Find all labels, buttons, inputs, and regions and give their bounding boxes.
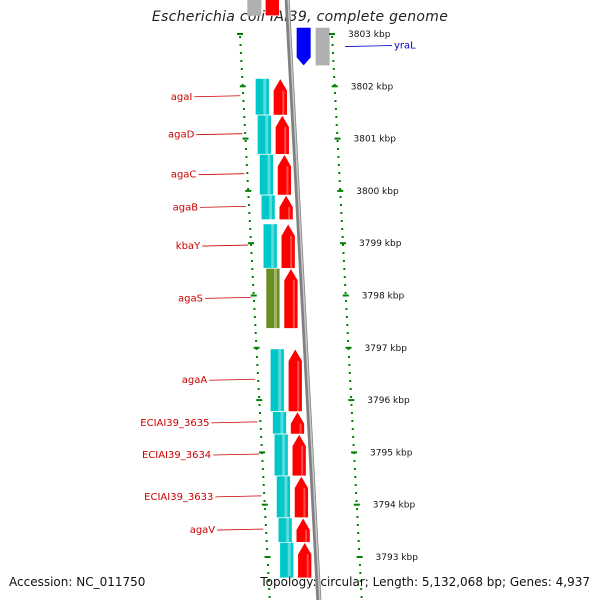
feature-box bbox=[276, 475, 291, 519]
gene-shine bbox=[292, 280, 295, 329]
gene-shine bbox=[297, 360, 300, 412]
scale-label: 3795 kbp bbox=[370, 448, 413, 458]
gene-label: agaD bbox=[168, 130, 195, 141]
scale-label: 3800 kbp bbox=[356, 187, 399, 197]
feature-shine bbox=[269, 195, 273, 220]
backbone-layer bbox=[284, 0, 322, 600]
scale-label: 3796 kbp bbox=[367, 396, 410, 406]
gene-arrow bbox=[277, 153, 292, 196]
feature-box bbox=[279, 542, 295, 579]
gene-arrow bbox=[247, 0, 262, 16]
feature-box bbox=[265, 267, 281, 329]
scale-label: 3799 kbp bbox=[359, 239, 402, 249]
gene-arrow bbox=[283, 267, 299, 329]
gene-arrow bbox=[264, 0, 280, 16]
scale-label: 3801 kbp bbox=[354, 135, 397, 145]
feature-shine bbox=[273, 268, 277, 329]
gene-arrow bbox=[297, 541, 313, 579]
label-leader bbox=[209, 378, 256, 381]
gene-label: kbaY bbox=[176, 241, 201, 252]
label-leader bbox=[217, 528, 264, 531]
feature-layer bbox=[254, 78, 295, 579]
gene-label: agaB bbox=[173, 202, 199, 213]
label-leader bbox=[194, 95, 241, 98]
scale-label: 3793 kbp bbox=[376, 553, 419, 563]
gene-label: ECIAI39_3634 bbox=[142, 450, 211, 461]
feature-box bbox=[273, 433, 289, 477]
label-leader bbox=[198, 173, 245, 176]
gene-arrow bbox=[278, 194, 294, 221]
backbone-highlight bbox=[287, 0, 321, 600]
gene-layer bbox=[247, 0, 330, 579]
gene-shine bbox=[284, 127, 287, 155]
feature-shine bbox=[278, 348, 282, 412]
feature-shine bbox=[280, 411, 284, 435]
label-leader bbox=[196, 133, 243, 136]
feature-box bbox=[254, 78, 270, 116]
feature-box bbox=[277, 517, 293, 543]
gene-label: agaI bbox=[171, 92, 193, 103]
gene-arrow bbox=[287, 348, 303, 412]
feature-box bbox=[272, 411, 287, 435]
gene-arrow bbox=[315, 27, 330, 66]
feature-shine bbox=[267, 154, 271, 196]
gene-label: agaS bbox=[178, 293, 203, 304]
gene-shine bbox=[290, 235, 293, 269]
gene-label: yraL bbox=[394, 41, 416, 52]
gene-shine bbox=[299, 423, 302, 435]
feature-box bbox=[256, 114, 272, 155]
scale-label: 3797 kbp bbox=[365, 344, 408, 354]
feature-shine bbox=[287, 542, 291, 578]
feature-box bbox=[259, 153, 274, 196]
accession-text: Accession: NC_011750 bbox=[9, 575, 146, 589]
topology-text: Topology: circular; Length: 5,132,068 bp… bbox=[260, 575, 590, 589]
gene-label: ECIAI39_3635 bbox=[140, 418, 209, 429]
backbone-line bbox=[284, 0, 322, 600]
scale-label: 3802 kbp bbox=[351, 82, 394, 92]
feature-shine bbox=[282, 434, 286, 476]
label-leader bbox=[200, 205, 247, 208]
gene-shine bbox=[286, 166, 289, 196]
scale-label: 3803 kbp bbox=[348, 30, 391, 40]
gene-shine bbox=[282, 90, 285, 116]
feature-shine bbox=[271, 223, 275, 269]
gene-label: agaC bbox=[171, 170, 197, 181]
label-leader bbox=[213, 453, 260, 456]
dotted-guides bbox=[239, 36, 363, 598]
gene-arrow bbox=[274, 114, 290, 155]
feature-shine bbox=[284, 475, 288, 518]
feature-box bbox=[260, 194, 276, 221]
scale-label: 3794 kbp bbox=[373, 501, 416, 511]
label-leader bbox=[215, 495, 262, 498]
gene-arrow bbox=[280, 223, 296, 269]
gene-arrow bbox=[294, 475, 309, 519]
gene-shine bbox=[288, 207, 291, 220]
gene-shine bbox=[303, 487, 306, 518]
page-title: Escherichia coli IAI39, complete genome bbox=[151, 9, 449, 25]
gene-arrow bbox=[296, 27, 311, 66]
gene-shine bbox=[301, 446, 304, 476]
gene-shine bbox=[305, 529, 308, 543]
feature-shine bbox=[286, 517, 290, 543]
scale-layer: 3803 kbp 3802 kbp 3801 kbp 3800 kbp 3799 kbp… bbox=[237, 30, 418, 563]
feature-box bbox=[262, 223, 278, 269]
feature-box bbox=[269, 348, 285, 412]
feature-shine bbox=[265, 115, 269, 155]
gene-label: agaA bbox=[182, 375, 208, 386]
gene-arrow bbox=[295, 517, 311, 543]
gene-arrow bbox=[291, 433, 307, 477]
label-leader bbox=[202, 244, 249, 247]
scale-label: 3798 kbp bbox=[362, 292, 405, 302]
gene-label: ECIAI39_3633 bbox=[144, 492, 213, 503]
label-leader bbox=[211, 421, 258, 424]
gene-arrow bbox=[272, 77, 288, 116]
label-layer: agaI agaD agaC agaB kbaY agaS agaA ECIAI39_3635… bbox=[140, 41, 416, 537]
gene-arrow bbox=[290, 410, 305, 435]
gene-shine bbox=[306, 554, 309, 578]
feature-shine bbox=[263, 78, 267, 116]
label-leader bbox=[204, 296, 251, 299]
label-leader bbox=[344, 45, 393, 47]
gene-label: agaV bbox=[190, 525, 216, 536]
